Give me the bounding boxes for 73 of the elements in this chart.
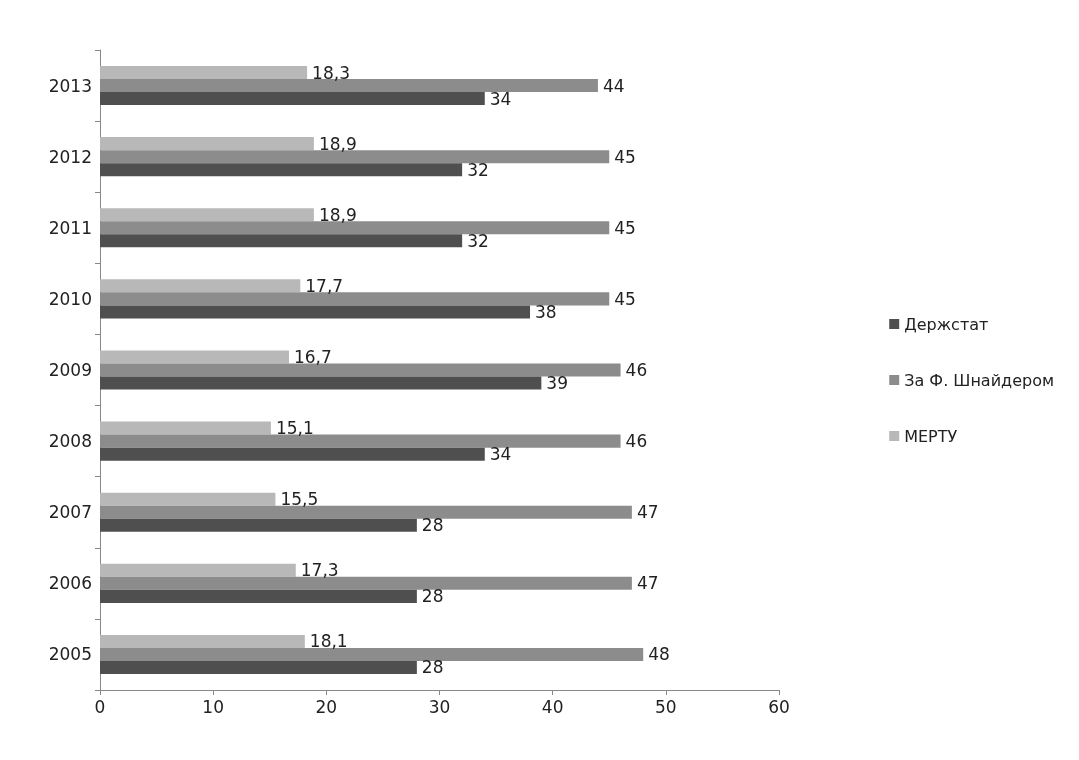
legend-label: Держстат — [904, 314, 989, 334]
bar — [100, 634, 305, 648]
data-label: 45 — [614, 146, 636, 167]
x-tick-label: 60 — [768, 696, 790, 717]
data-label: 47 — [636, 573, 659, 594]
bar — [100, 518, 417, 532]
y-tick-label: 2013 — [48, 75, 92, 96]
bar — [100, 163, 463, 177]
data-label: 15,5 — [280, 489, 319, 510]
bar — [100, 234, 463, 248]
bar — [100, 79, 598, 93]
legend-label: МЕРТУ — [904, 426, 958, 446]
bar — [100, 376, 542, 390]
bar — [100, 292, 610, 306]
data-label: 48 — [648, 644, 670, 665]
bar — [100, 589, 417, 603]
data-label: 45 — [614, 288, 636, 309]
bar — [100, 350, 289, 364]
y-tick-label: 2007 — [48, 502, 92, 523]
y-tick-label: 2012 — [48, 146, 92, 167]
y-tick-label: 2011 — [48, 217, 92, 238]
bar — [100, 660, 417, 674]
bar — [100, 208, 314, 222]
x-tick-label: 40 — [541, 696, 564, 717]
data-label: 18,9 — [318, 204, 357, 225]
bar — [100, 305, 531, 319]
data-label: 44 — [602, 75, 625, 96]
data-label: 18,3 — [312, 62, 350, 83]
data-label: 28 — [421, 657, 444, 678]
bar — [100, 279, 301, 293]
bar — [100, 563, 296, 577]
x-tick-label: 10 — [202, 696, 224, 717]
bar — [100, 647, 644, 661]
data-label: 18,1 — [309, 631, 348, 652]
bar — [100, 434, 621, 448]
data-label: 47 — [636, 502, 659, 523]
bar — [100, 66, 308, 80]
bar — [100, 150, 610, 164]
x-tick-label: 0 — [94, 696, 106, 717]
data-label: 46 — [625, 431, 648, 452]
data-label: 38 — [535, 301, 557, 322]
data-label: 16,7 — [293, 346, 332, 367]
bar — [100, 492, 276, 506]
bar — [100, 92, 485, 106]
data-label: 46 — [625, 360, 648, 380]
bar — [100, 576, 632, 590]
x-tick-label: 50 — [655, 696, 677, 717]
x-tick-label: 30 — [428, 696, 451, 717]
y-tick-label: 2010 — [48, 288, 92, 309]
data-label: 15,1 — [275, 418, 314, 439]
data-label: 34 — [489, 444, 512, 465]
y-tick-label: 2005 — [48, 644, 92, 665]
y-tick-label: 2008 — [48, 431, 92, 452]
data-label: 34 — [489, 88, 512, 109]
data-label: 28 — [421, 586, 444, 607]
y-tick-label: 2006 — [48, 573, 92, 594]
data-label: 39 — [546, 373, 568, 394]
data-label: 28 — [421, 515, 444, 536]
bar — [100, 363, 621, 377]
bar — [100, 505, 632, 519]
data-label: 17,3 — [300, 560, 339, 581]
bar — [100, 447, 485, 461]
y-tick-label: 2009 — [48, 360, 92, 380]
bar — [100, 221, 610, 235]
data-label: 18,9 — [318, 133, 357, 154]
data-label: 32 — [467, 230, 489, 251]
bar — [100, 421, 271, 435]
data-label: 45 — [614, 217, 636, 238]
data-label: 17,7 — [305, 275, 344, 296]
x-tick-label: 20 — [315, 696, 338, 717]
data-label: 32 — [467, 159, 489, 180]
bar — [100, 137, 314, 151]
legend-label: За Ф. Шнайдером — [904, 370, 1055, 390]
